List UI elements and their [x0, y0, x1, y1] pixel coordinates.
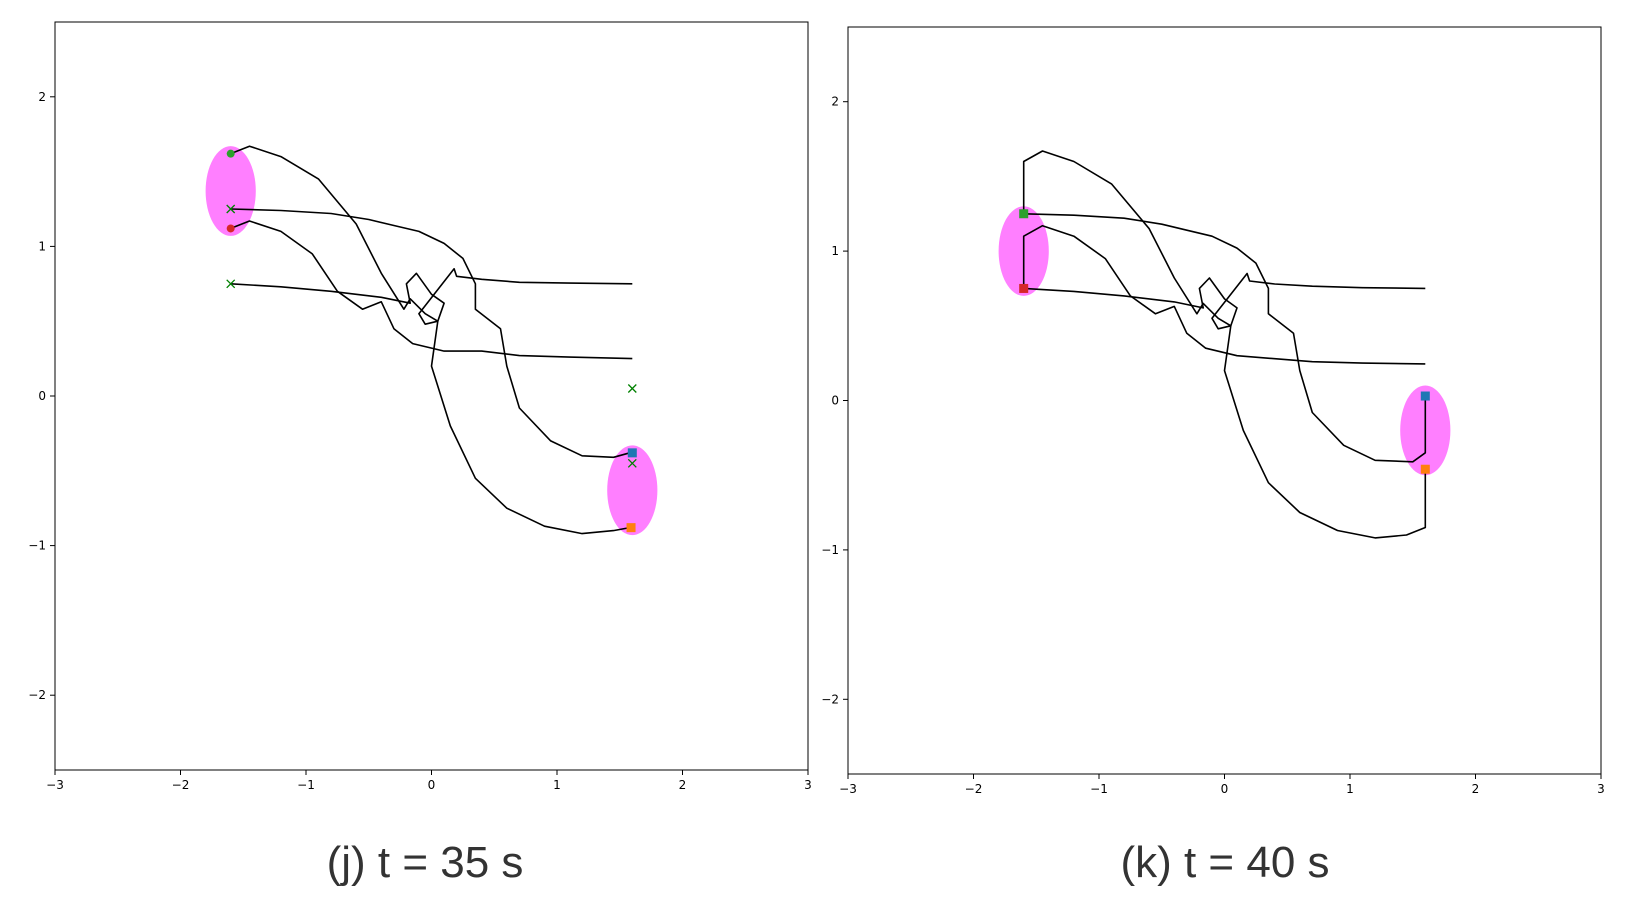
robot-square-marker [1420, 464, 1430, 474]
caption-j: (j) t = 35 s [326, 838, 524, 887]
y-tick-label: 1 [831, 244, 839, 258]
x-tick-label: −1 [1090, 782, 1108, 796]
x-tick-label: 1 [1346, 782, 1354, 796]
goal-x-marker [627, 384, 637, 393]
trajectory-line [1023, 272, 1426, 330]
y-tick-label: 0 [831, 394, 839, 408]
x-tick-label: 0 [428, 778, 436, 792]
axes-frame [847, 26, 1602, 775]
x-tick-label: 3 [804, 778, 812, 792]
goal-x-marker [226, 279, 236, 289]
robot-square-marker [1019, 283, 1029, 293]
x-tick-label: 0 [1221, 782, 1229, 796]
x-tick-label: 2 [679, 778, 687, 792]
y-tick-label: −2 [821, 692, 839, 706]
trajectory-line [230, 145, 630, 535]
y-tick-label: −2 [28, 688, 46, 702]
goal-region-ellipse [607, 445, 658, 536]
y-tick-label: −1 [821, 543, 839, 557]
robot-square-marker [626, 523, 636, 533]
subplot-j: −3 −2 −1 0 1 2 3 −2 −1 0 1 2 [28, 21, 812, 792]
x-tick-label: −2 [965, 782, 983, 796]
goal-x-marker [627, 458, 637, 468]
x-tick-label: −3 [46, 778, 64, 792]
x-tick-label: 2 [1472, 782, 1480, 796]
trajectory-line [1023, 213, 1427, 463]
trajectory-line [1022, 224, 1426, 365]
x-tick-label: 3 [1597, 782, 1605, 796]
goal-region-ellipse [205, 146, 256, 236]
robot-square-marker [627, 448, 637, 458]
robot-circle-marker [226, 149, 235, 158]
trajectory-line [230, 268, 633, 325]
trajectory-line [1022, 150, 1427, 539]
y-tick-label: 2 [38, 90, 46, 104]
robot-square-marker [1019, 209, 1029, 219]
y-tick-label: 1 [38, 239, 46, 253]
x-tick-label: −2 [172, 778, 190, 792]
trajectory-line [230, 220, 633, 360]
y-tick-label: 2 [831, 95, 839, 109]
x-tick-label: −1 [297, 778, 315, 792]
axes-frame [54, 21, 809, 771]
y-tick-label: 0 [38, 389, 46, 403]
y-tick-label: −1 [28, 539, 46, 553]
x-tick-label: −3 [839, 782, 857, 796]
robot-square-marker [1420, 391, 1430, 401]
x-tick-label: 1 [553, 778, 561, 792]
caption-k: (k) t = 40 s [1120, 838, 1330, 887]
robot-circle-marker [226, 224, 235, 233]
goal-x-marker [226, 204, 236, 214]
trajectory-line [230, 208, 631, 459]
subplot-k: −3 −2 −1 0 1 2 3 −2 −1 0 1 2 [821, 26, 1605, 796]
